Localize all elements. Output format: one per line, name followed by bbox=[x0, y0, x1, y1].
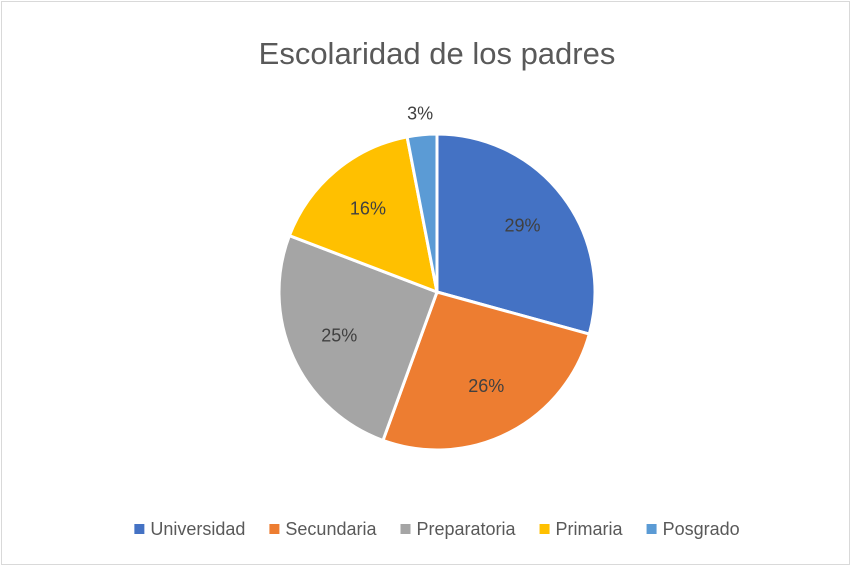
chart-title: Escolaridad de los padres bbox=[259, 36, 616, 71]
legend-label: Universidad bbox=[150, 519, 245, 539]
pie-slice bbox=[435, 132, 597, 336]
pie-slice bbox=[277, 233, 439, 443]
data-label: 16% bbox=[350, 198, 386, 218]
pie-slice bbox=[287, 135, 439, 295]
legend-label: Posgrado bbox=[663, 519, 740, 539]
legend-label: Secundaria bbox=[285, 519, 377, 539]
data-label: 26% bbox=[468, 376, 504, 396]
legend-swatch bbox=[400, 524, 411, 534]
legend: Universidad Secundaria Preparatoria Primari… bbox=[134, 519, 740, 539]
legend-label: Primaria bbox=[556, 519, 624, 539]
legend-swatch bbox=[269, 524, 280, 534]
legend-swatch bbox=[134, 524, 145, 534]
data-label: 29% bbox=[504, 216, 540, 236]
legend-swatch bbox=[539, 524, 550, 534]
data-label: 25% bbox=[321, 325, 357, 345]
pie-slice bbox=[405, 132, 439, 293]
data-label: 3% bbox=[407, 104, 433, 124]
pie-slice bbox=[381, 290, 592, 452]
legend-swatch bbox=[646, 524, 657, 534]
legend-label: Preparatoria bbox=[416, 519, 516, 539]
